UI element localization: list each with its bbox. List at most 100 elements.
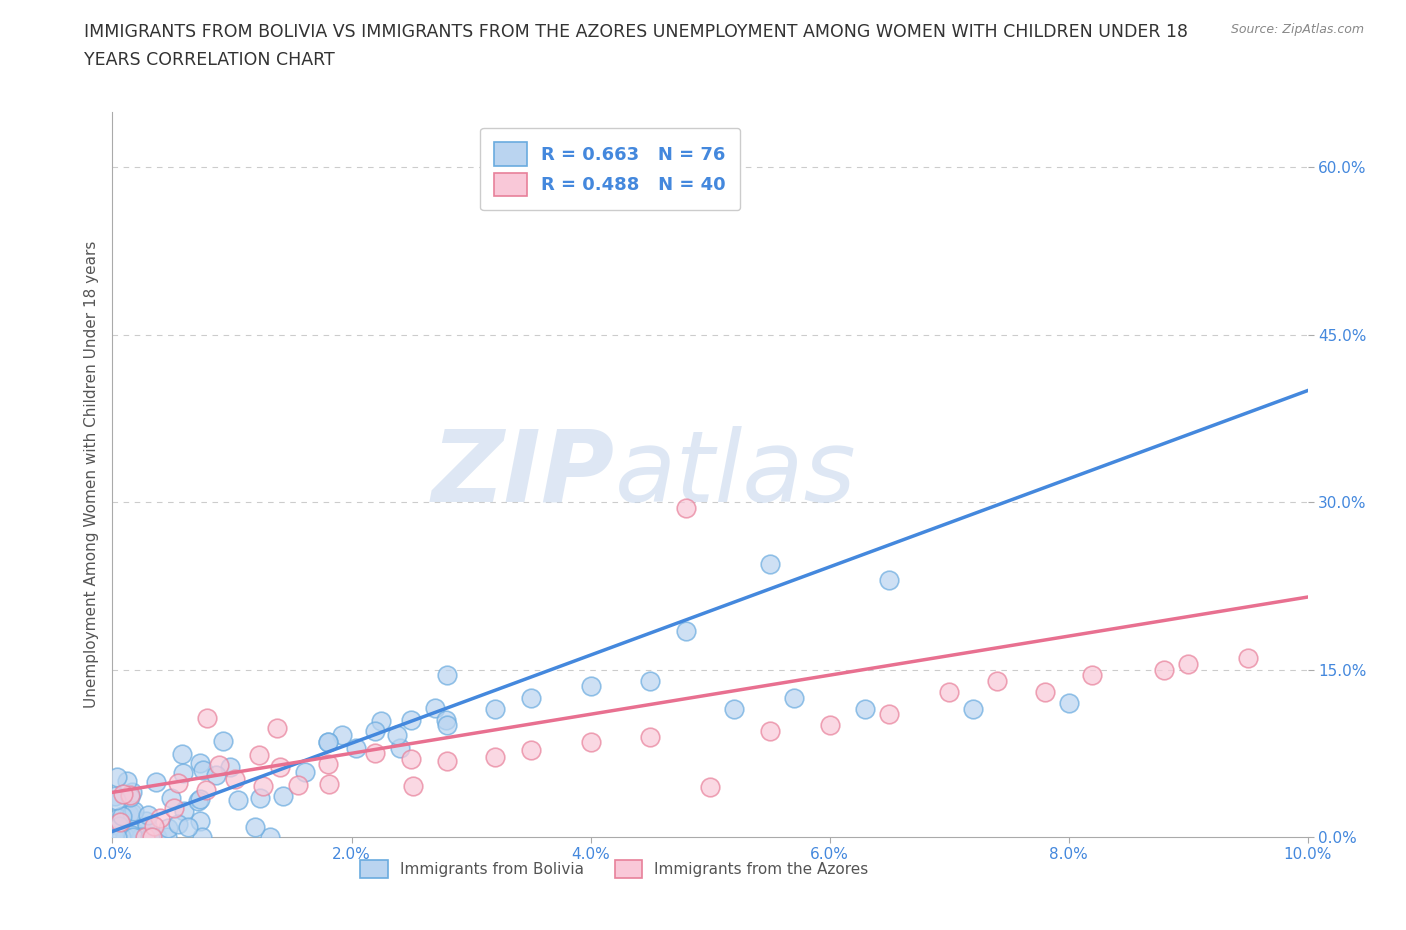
Point — [484, 701, 506, 716]
Point — [1057, 696, 1080, 711]
Point — [122, 830, 145, 844]
Point — [294, 765, 316, 780]
Point — [318, 777, 340, 791]
Point — [136, 807, 159, 822]
Point — [162, 801, 184, 816]
Point — [207, 758, 229, 773]
Point — [187, 793, 209, 808]
Point — [149, 811, 172, 826]
Point — [389, 740, 412, 755]
Point — [436, 718, 458, 733]
Point — [818, 718, 841, 733]
Point — [759, 724, 782, 738]
Point — [1081, 668, 1104, 683]
Point — [188, 791, 211, 806]
Point — [134, 814, 156, 829]
Point — [520, 742, 543, 757]
Point — [783, 690, 806, 705]
Point — [105, 770, 128, 785]
Point — [166, 817, 188, 831]
Point — [640, 673, 662, 688]
Point — [122, 804, 145, 818]
Point — [108, 815, 131, 830]
Y-axis label: Unemployment Among Women with Children Under 18 years: Unemployment Among Women with Children U… — [83, 241, 98, 708]
Point — [188, 756, 211, 771]
Point — [271, 789, 294, 804]
Point — [156, 820, 179, 835]
Point — [316, 735, 339, 750]
Point — [287, 778, 309, 793]
Point — [330, 727, 353, 742]
Point — [134, 830, 156, 844]
Point — [191, 830, 214, 844]
Point — [195, 711, 218, 725]
Point — [364, 746, 387, 761]
Point — [855, 701, 877, 716]
Point — [269, 760, 291, 775]
Point — [385, 728, 408, 743]
Point — [759, 556, 782, 571]
Point — [105, 830, 128, 844]
Point — [129, 830, 152, 844]
Point — [1177, 657, 1199, 671]
Point — [247, 748, 270, 763]
Point — [249, 790, 271, 805]
Point — [484, 750, 506, 764]
Point — [699, 779, 721, 794]
Point — [316, 757, 339, 772]
Point — [243, 819, 266, 834]
Point — [879, 573, 901, 588]
Point — [401, 712, 423, 727]
Point — [110, 830, 132, 844]
Point — [146, 830, 169, 844]
Point — [723, 701, 745, 716]
Point — [962, 701, 984, 716]
Point — [879, 707, 901, 722]
Point — [173, 804, 195, 818]
Point — [938, 684, 960, 699]
Point — [124, 826, 146, 841]
Point — [121, 784, 143, 799]
Point — [436, 668, 458, 683]
Point — [224, 771, 246, 786]
Point — [191, 763, 214, 777]
Point — [370, 714, 392, 729]
Point — [188, 814, 211, 829]
Text: ZIP: ZIP — [432, 426, 614, 523]
Point — [1237, 651, 1260, 666]
Point — [402, 778, 425, 793]
Point — [136, 818, 159, 833]
Text: atlas: atlas — [614, 426, 856, 523]
Point — [228, 792, 250, 807]
Point — [121, 805, 143, 820]
Point — [104, 792, 127, 807]
Point — [211, 734, 233, 749]
Point — [112, 787, 135, 802]
Point — [108, 818, 131, 833]
Point — [134, 830, 156, 844]
Point — [107, 811, 129, 826]
Point — [259, 830, 281, 844]
Point — [172, 765, 194, 780]
Point — [143, 819, 166, 834]
Point — [194, 783, 217, 798]
Point — [120, 790, 142, 804]
Point — [145, 774, 167, 789]
Point — [205, 768, 228, 783]
Point — [436, 753, 458, 768]
Point — [675, 500, 697, 515]
Point — [344, 741, 367, 756]
Point — [219, 760, 242, 775]
Point — [115, 773, 138, 788]
Point — [114, 830, 136, 844]
Point — [118, 830, 141, 844]
Point — [401, 751, 423, 766]
Text: Source: ZipAtlas.com: Source: ZipAtlas.com — [1230, 23, 1364, 36]
Point — [316, 735, 339, 750]
Point — [579, 735, 602, 750]
Point — [104, 789, 127, 804]
Point — [436, 712, 458, 727]
Point — [139, 830, 162, 844]
Point — [159, 790, 181, 805]
Point — [640, 729, 662, 744]
